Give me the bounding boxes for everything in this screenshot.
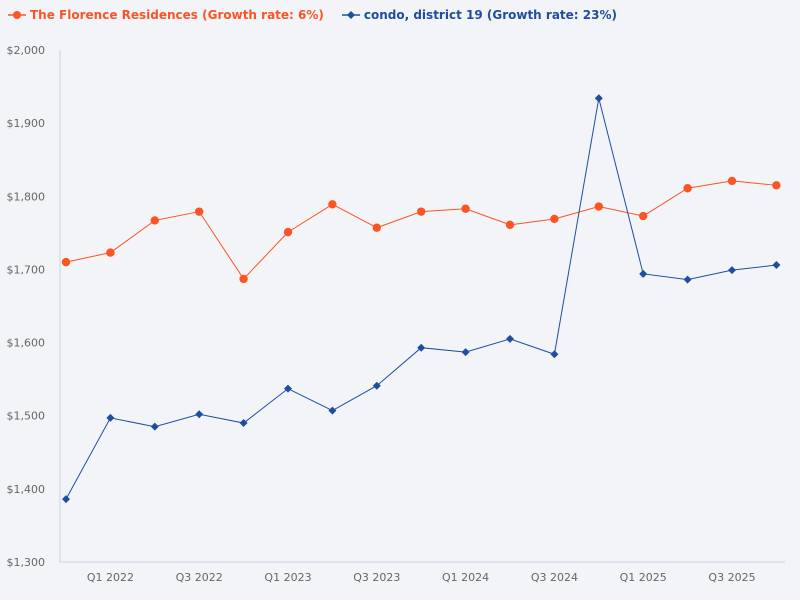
data-point: [639, 211, 648, 221]
data-point: [594, 202, 603, 211]
data-point: [639, 269, 648, 278]
x-tick-label: Q3 2025: [708, 571, 755, 584]
y-tick-label: $1,500: [7, 410, 46, 423]
data-point: [195, 410, 204, 419]
data-point: [417, 343, 426, 352]
x-tick-label: Q1 2025: [620, 571, 667, 584]
series-line-1: [65, 98, 777, 500]
data-point: [284, 384, 292, 393]
y-tick-label: $1,300: [7, 556, 46, 569]
data-point: [683, 275, 692, 284]
legend-item-florence[interactable]: The Florence Residences (Growth rate: 6%…: [8, 8, 324, 22]
y-tick-label: $2,000: [7, 44, 46, 57]
data-point: [772, 181, 781, 190]
x-tick-label: Q1 2022: [87, 571, 134, 584]
data-point: [372, 381, 381, 390]
x-tick-label: Q3 2022: [176, 571, 223, 584]
data-point: [106, 413, 115, 422]
y-tick-label: $1,700: [7, 263, 46, 276]
data-point: [150, 422, 159, 431]
data-point: [550, 214, 559, 224]
y-tick-label: $1,900: [7, 117, 46, 130]
data-point: [328, 406, 337, 415]
data-point: [727, 176, 737, 186]
data-point: [150, 216, 159, 225]
data-point: [195, 207, 204, 216]
data-point: [594, 94, 603, 103]
data-point: [417, 207, 426, 216]
data-point: [328, 200, 337, 209]
legend-label: The Florence Residences (Growth rate: 6%…: [30, 8, 324, 22]
x-tick-label: Q1 2023: [264, 571, 311, 584]
data-point: [461, 204, 470, 213]
data-point: [61, 257, 71, 267]
series-line-0: [65, 180, 777, 280]
data-point: [505, 220, 515, 230]
data-point: [506, 334, 514, 343]
data-point: [550, 350, 559, 359]
y-tick-label: $1,600: [7, 337, 46, 350]
data-point: [683, 184, 692, 193]
x-tick-label: Q3 2023: [353, 571, 400, 584]
legend: The Florence Residences (Growth rate: 6%…: [8, 8, 617, 22]
diamond-marker-icon: [341, 11, 360, 19]
data-point: [372, 223, 381, 232]
data-point: [239, 419, 248, 428]
data-point: [62, 495, 70, 504]
data-point: [239, 274, 248, 284]
y-tick-label: $1,800: [7, 190, 46, 203]
legend-item-condo[interactable]: condo, district 19 (Growth rate: 23%): [341, 8, 617, 22]
data-point: [106, 248, 115, 257]
data-point: [461, 348, 470, 357]
y-tick-label: $1,400: [7, 483, 46, 496]
circle-marker-icon: [8, 11, 26, 19]
x-tick-label: Q3 2024: [531, 571, 578, 584]
data-point: [728, 266, 736, 275]
legend-label: condo, district 19 (Growth rate: 23%): [363, 8, 617, 22]
data-point: [283, 227, 293, 237]
x-tick-label: Q1 2024: [442, 571, 489, 584]
data-point: [772, 261, 781, 270]
